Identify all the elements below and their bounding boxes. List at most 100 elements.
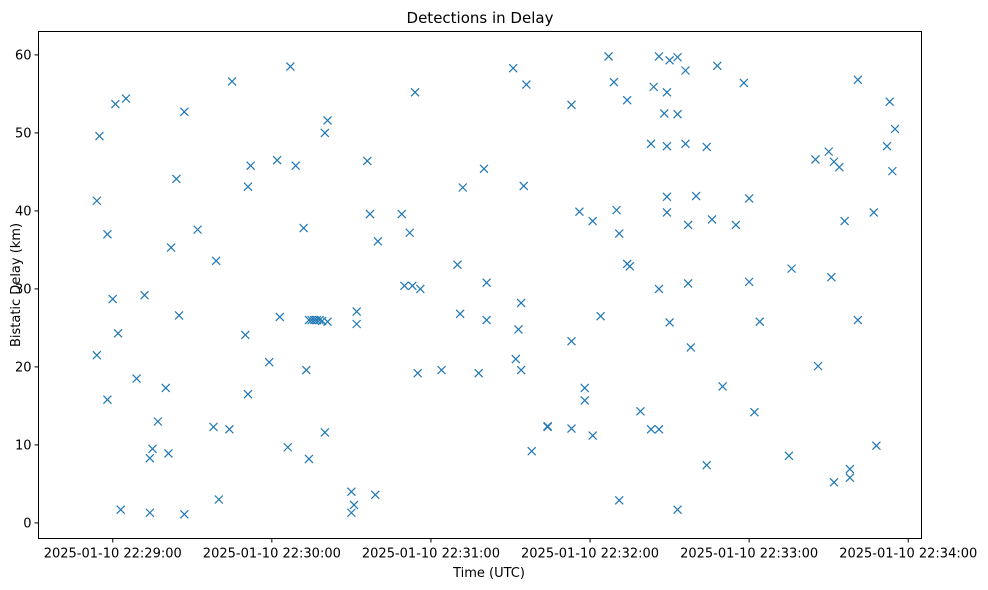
data-point xyxy=(301,365,311,375)
data-point xyxy=(596,311,606,321)
data-point xyxy=(654,52,664,61)
data-point xyxy=(885,97,895,107)
y-tick-label: 50 xyxy=(15,126,32,141)
data-point xyxy=(614,229,624,238)
data-point xyxy=(516,298,526,308)
x-tick-label: 2025-01-10 22:33:00 xyxy=(680,547,818,562)
data-point xyxy=(662,192,672,202)
data-point xyxy=(92,196,102,206)
data-point xyxy=(609,77,619,87)
y-tick-label: 40 xyxy=(15,204,32,219)
data-point xyxy=(707,215,717,224)
data-point xyxy=(744,277,754,287)
data-point xyxy=(320,128,330,138)
data-point xyxy=(285,62,295,72)
x-axis-label: Time (UTC) xyxy=(452,566,525,581)
data-point xyxy=(482,278,492,288)
data-point xyxy=(511,354,521,364)
data-point xyxy=(784,451,794,461)
data-point xyxy=(453,260,462,270)
data-point xyxy=(636,406,645,416)
data-point xyxy=(662,141,672,151)
data-point xyxy=(323,317,332,327)
data-point xyxy=(702,142,712,152)
data-point xyxy=(482,315,492,325)
data-point xyxy=(164,449,173,458)
data-point xyxy=(787,264,796,274)
x-tick-label: 2025-01-10 22:30:00 xyxy=(203,547,341,562)
y-tick-label: 60 xyxy=(15,48,32,63)
data-point xyxy=(346,487,356,497)
data-point xyxy=(299,223,309,233)
data-point xyxy=(731,220,741,230)
data-point xyxy=(174,310,184,320)
data-point xyxy=(243,182,253,192)
data-point xyxy=(665,55,675,65)
y-tick-label: 0 xyxy=(23,516,31,531)
data-point xyxy=(415,284,425,294)
data-point xyxy=(405,228,415,238)
data-point xyxy=(739,78,749,88)
data-points xyxy=(92,52,900,519)
data-point xyxy=(683,220,693,230)
data-point xyxy=(654,284,664,294)
data-point xyxy=(654,424,664,434)
data-point xyxy=(826,272,836,282)
data-point xyxy=(92,350,102,360)
data-point xyxy=(264,357,274,367)
data-point xyxy=(567,424,576,433)
y-axis-ticks: 0 10 20 30 40 50 60 xyxy=(15,48,39,531)
data-point xyxy=(527,446,537,456)
data-point xyxy=(153,417,163,426)
data-point xyxy=(622,95,632,105)
data-point xyxy=(362,156,372,166)
data-point xyxy=(227,76,237,86)
data-point xyxy=(323,115,332,125)
data-point xyxy=(521,80,531,89)
data-point xyxy=(291,161,301,171)
data-point xyxy=(508,63,518,73)
x-tick-label: 2025-01-10 22:34:00 xyxy=(839,547,977,562)
data-point xyxy=(121,94,131,104)
data-point xyxy=(614,495,624,505)
data-point xyxy=(543,422,553,432)
data-point xyxy=(869,208,879,217)
data-point xyxy=(691,191,701,201)
data-point xyxy=(113,328,123,338)
x-tick-label: 2025-01-10 22:32:00 xyxy=(521,547,659,562)
data-point xyxy=(315,315,324,325)
data-point xyxy=(166,243,176,252)
data-point xyxy=(352,319,362,329)
x-axis-ticks: 2025-01-10 22:29:00 2025-01-10 22:30:00 20… xyxy=(44,538,977,562)
data-point xyxy=(580,383,590,393)
data-point xyxy=(673,505,682,515)
data-point xyxy=(718,381,728,391)
data-point xyxy=(224,424,234,434)
y-tick-label: 20 xyxy=(15,360,32,375)
data-point xyxy=(243,389,253,399)
data-point xyxy=(662,208,672,217)
data-point xyxy=(646,139,656,149)
data-point xyxy=(370,490,380,500)
data-point xyxy=(519,181,529,191)
data-point xyxy=(681,66,690,75)
data-point xyxy=(673,52,682,62)
y-tick-label: 10 xyxy=(15,438,32,453)
data-point xyxy=(275,312,285,322)
data-point xyxy=(673,109,682,119)
data-point xyxy=(683,279,693,288)
data-point xyxy=(829,477,839,487)
data-point xyxy=(400,281,409,291)
data-point xyxy=(702,460,712,470)
data-point xyxy=(148,444,157,454)
data-point xyxy=(834,162,844,172)
data-point xyxy=(665,318,675,327)
data-point xyxy=(588,431,598,440)
data-point xyxy=(116,505,126,515)
data-point xyxy=(132,374,142,384)
data-point xyxy=(845,464,855,474)
data-point xyxy=(95,131,104,141)
data-point xyxy=(567,100,576,110)
